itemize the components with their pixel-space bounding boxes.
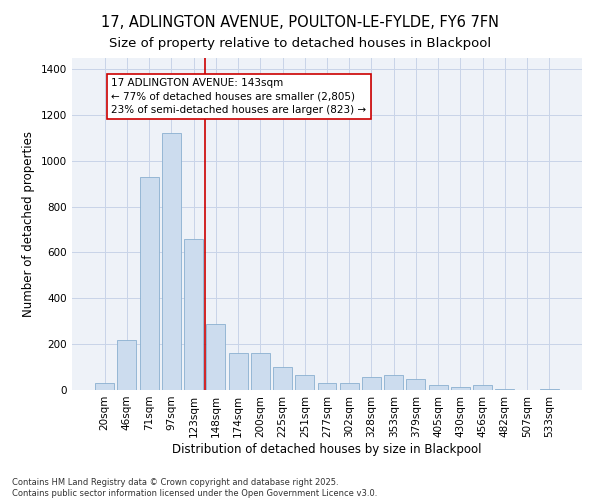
Text: Contains HM Land Registry data © Crown copyright and database right 2025.
Contai: Contains HM Land Registry data © Crown c… — [12, 478, 377, 498]
Bar — [95, 383, 114, 390]
Bar — [162, 133, 181, 390]
Bar — [140, 176, 158, 390]
Bar — [273, 367, 292, 390]
Bar — [251, 354, 270, 390]
Bar — [229, 354, 248, 390]
Text: Size of property relative to detached houses in Blackpool: Size of property relative to detached ho… — [109, 38, 491, 51]
Bar — [473, 386, 492, 390]
Bar — [451, 386, 470, 390]
Bar — [540, 389, 559, 390]
Bar — [496, 389, 514, 390]
Bar — [406, 378, 425, 390]
Text: 17 ADLINGTON AVENUE: 143sqm
← 77% of detached houses are smaller (2,805)
23% of : 17 ADLINGTON AVENUE: 143sqm ← 77% of det… — [112, 78, 367, 114]
Text: 17, ADLINGTON AVENUE, POULTON-LE-FYLDE, FY6 7FN: 17, ADLINGTON AVENUE, POULTON-LE-FYLDE, … — [101, 15, 499, 30]
Bar — [429, 386, 448, 390]
Bar — [184, 238, 203, 390]
Y-axis label: Number of detached properties: Number of detached properties — [22, 130, 35, 317]
Bar — [118, 340, 136, 390]
Bar — [362, 378, 381, 390]
Bar — [384, 375, 403, 390]
Bar — [340, 383, 359, 390]
Bar — [206, 324, 225, 390]
Bar — [295, 375, 314, 390]
Bar — [317, 383, 337, 390]
X-axis label: Distribution of detached houses by size in Blackpool: Distribution of detached houses by size … — [172, 442, 482, 456]
